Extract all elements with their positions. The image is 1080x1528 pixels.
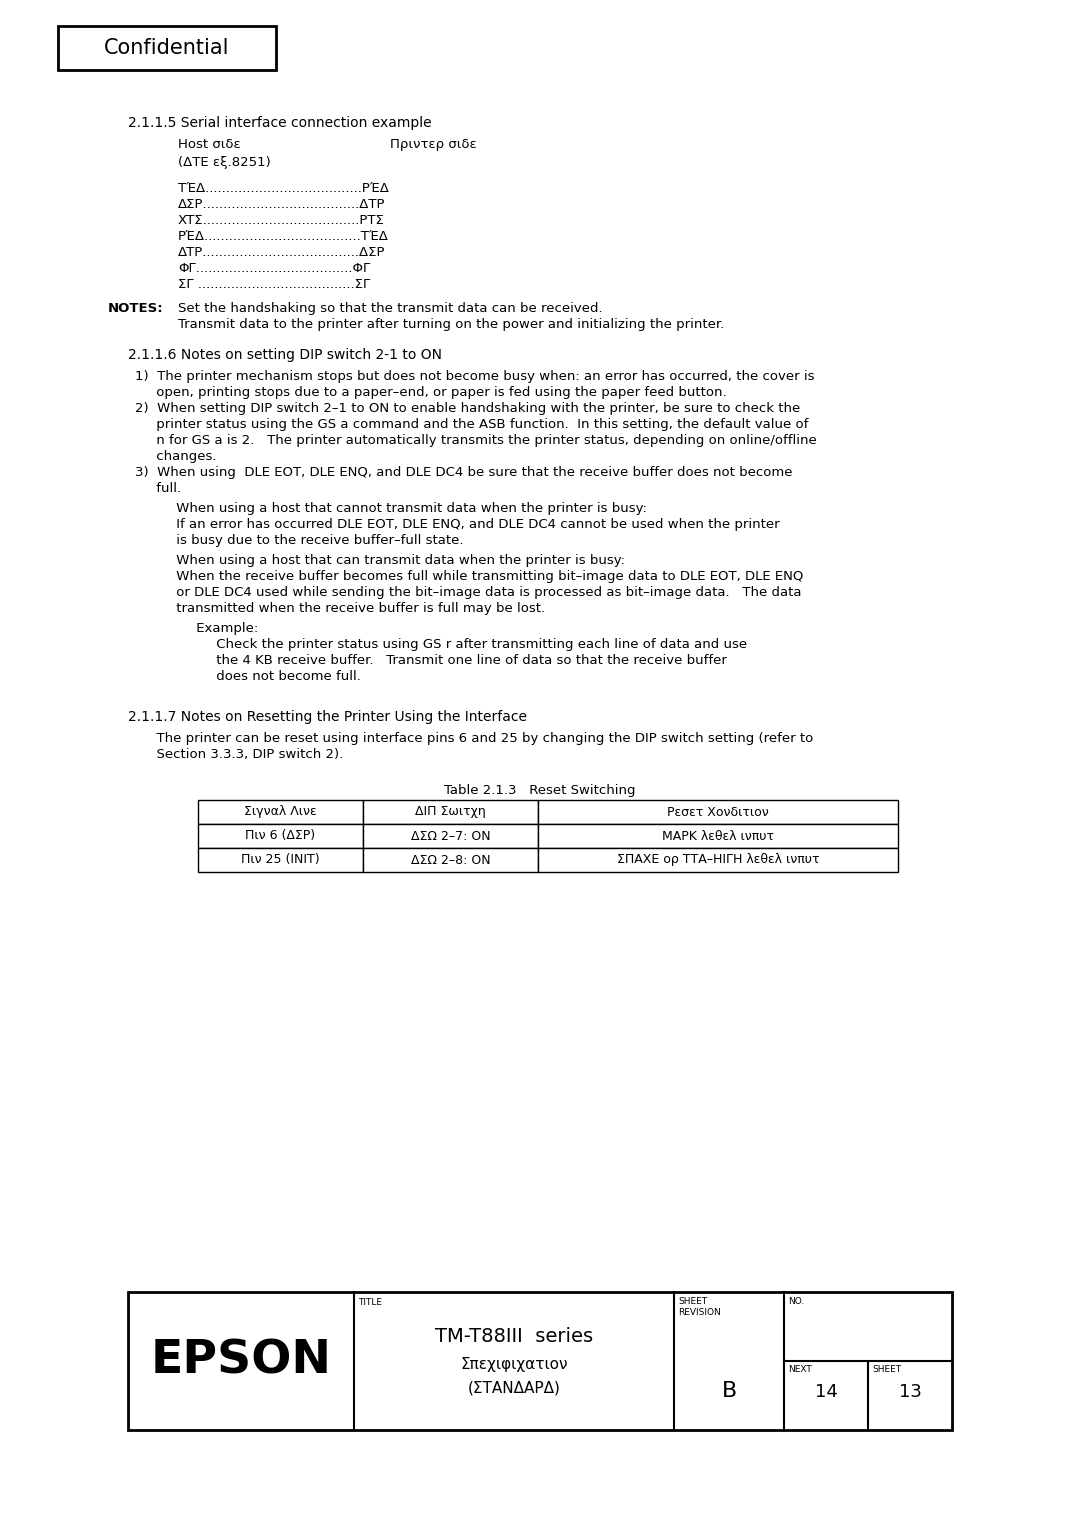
Bar (58, 26, 276, 70)
Text: 2)  When setting DIP switch 2–1 to ON to enable handshaking with the printer, be: 2) When setting DIP switch 2–1 to ON to … (135, 402, 800, 416)
Text: 14: 14 (814, 1383, 837, 1401)
Text: Transmit data to the printer after turning on the power and initializing the pri: Transmit data to the printer after turni… (178, 318, 725, 332)
Text: ΣΠΑΧΕ ορ ΤΤΑ–ΗΙΓΗ λεθελ ινπυτ: ΣΠΑΧΕ ορ ΤΤΑ–ΗΙΓΗ λεθελ ινπυτ (617, 854, 820, 866)
Bar (538, 848, 897, 872)
Text: Πιν 6 (ΔΣΡ): Πιν 6 (ΔΣΡ) (245, 830, 315, 842)
Text: 2.1.1.6 Notes on setting DIP switch 2-1 to ON: 2.1.1.6 Notes on setting DIP switch 2-1 … (129, 348, 442, 362)
Text: Σιγναλ Λινε: Σιγναλ Λινε (244, 805, 316, 819)
Text: REVISION: REVISION (678, 1308, 720, 1317)
Text: (ΣΤΑΝΔΑΡΔ): (ΣΤΑΝΔΑΡΔ) (468, 1380, 561, 1395)
Text: Confidential: Confidential (105, 38, 230, 58)
Text: TM-T88III  series: TM-T88III series (435, 1326, 593, 1346)
Text: ΤΈΔ......................................ΡΈΔ: ΤΈΔ.....................................… (178, 182, 389, 196)
Text: When using a host that can transmit data when the printer is busy:: When using a host that can transmit data… (156, 555, 625, 567)
Text: SHEET: SHEET (678, 1297, 707, 1306)
Text: ΣΓ ......................................ΣΓ: ΣΓ .....................................… (178, 278, 370, 290)
Text: full.: full. (135, 481, 181, 495)
Bar (198, 824, 363, 848)
Bar (363, 848, 538, 872)
Text: does not become full.: does not become full. (195, 669, 361, 683)
Text: transmitted when the receive buffer is full may be lost.: transmitted when the receive buffer is f… (156, 602, 545, 614)
Text: Host σιδε: Host σιδε (178, 138, 241, 151)
Text: is busy due to the receive buffer–full state.: is busy due to the receive buffer–full s… (156, 533, 463, 547)
Bar (129, 1293, 951, 1430)
Text: Σπεχιφιχατιον: Σπεχιφιχατιον (460, 1357, 568, 1372)
Text: or DLE DC4 used while sending the bit–image data is processed as bit–image data.: or DLE DC4 used while sending the bit–im… (156, 587, 801, 599)
Text: TITLE: TITLE (357, 1297, 382, 1306)
Text: EPSON: EPSON (150, 1339, 332, 1383)
Text: printer status using the GS a command and the ASB function.  In this setting, th: printer status using the GS a command an… (135, 419, 808, 431)
Text: B: B (721, 1381, 737, 1401)
Text: Set the handshaking so that the transmit data can be received.: Set the handshaking so that the transmit… (178, 303, 603, 315)
Text: Check the printer status using GS r after transmitting each line of data and use: Check the printer status using GS r afte… (195, 639, 747, 651)
Bar (538, 824, 897, 848)
Text: SHEET: SHEET (872, 1365, 901, 1374)
Text: 2.1.1.5 Serial interface connection example: 2.1.1.5 Serial interface connection exam… (129, 116, 432, 130)
Text: Πιν 25 (INIT): Πιν 25 (INIT) (241, 854, 320, 866)
Text: n for GS a is 2.   The printer automatically transmits the printer status, depen: n for GS a is 2. The printer automatical… (135, 434, 816, 448)
Text: ΜΑΡΚ λεθελ ινπυτ: ΜΑΡΚ λεθελ ινπυτ (662, 830, 774, 842)
Bar (538, 801, 897, 824)
Text: changes.: changes. (135, 451, 216, 463)
Text: When the receive buffer becomes full while transmitting bit–image data to DLE EO: When the receive buffer becomes full whi… (156, 570, 804, 584)
Bar (363, 824, 538, 848)
Text: Example:: Example: (175, 622, 258, 636)
Text: Ρεσετ Χονδιτιον: Ρεσετ Χονδιτιον (667, 805, 769, 819)
Text: 2.1.1.7 Notes on Resetting the Printer Using the Interface: 2.1.1.7 Notes on Resetting the Printer U… (129, 711, 527, 724)
Text: NEXT: NEXT (788, 1365, 812, 1374)
Text: The printer can be reset using interface pins 6 and 25 by changing the DIP switc: The printer can be reset using interface… (148, 732, 813, 746)
Text: 1)  The printer mechanism stops but does not become busy when: an error has occu: 1) The printer mechanism stops but does … (135, 370, 814, 384)
Text: 3)  When using  DLE EOT, DLE ENQ, and DLE DC4 be sure that the receive buffer do: 3) When using DLE EOT, DLE ENQ, and DLE … (135, 466, 793, 478)
Text: Πριντερ σιδε: Πριντερ σιδε (390, 138, 476, 151)
Text: ΦΓ......................................ΦΓ: ΦΓ......................................… (178, 261, 370, 275)
Bar (198, 848, 363, 872)
Text: Section 3.3.3, DIP switch 2).: Section 3.3.3, DIP switch 2). (148, 749, 343, 761)
Text: (ΔΤΕ εξ.8251): (ΔΤΕ εξ.8251) (178, 156, 271, 170)
Text: Table 2.1.3   Reset Switching: Table 2.1.3 Reset Switching (444, 784, 636, 798)
Text: ΔΣΩ 2–7: ON: ΔΣΩ 2–7: ON (410, 830, 490, 842)
Text: ΔΣΡ......................................ΔΤΡ: ΔΣΡ.....................................… (178, 199, 386, 211)
Text: ΔΙΠ Σωιτχη: ΔΙΠ Σωιτχη (415, 805, 486, 819)
Bar (198, 801, 363, 824)
Text: ΧΤΣ......................................ΡΤΣ: ΧΤΣ.....................................… (178, 214, 384, 228)
Bar (363, 801, 538, 824)
Text: open, printing stops due to a paper–end, or paper is fed using the paper feed bu: open, printing stops due to a paper–end,… (135, 387, 727, 399)
Text: ΔΣΩ 2–8: ON: ΔΣΩ 2–8: ON (410, 854, 490, 866)
Text: ΡΈΔ......................................ΤΈΔ: ΡΈΔ.....................................… (178, 231, 389, 243)
Text: 13: 13 (899, 1383, 921, 1401)
Text: the 4 KB receive buffer.   Transmit one line of data so that the receive buffer: the 4 KB receive buffer. Transmit one li… (195, 654, 727, 668)
Text: NO.: NO. (788, 1297, 805, 1306)
Text: NOTES:: NOTES: (108, 303, 164, 315)
Text: ΔΤΡ......................................ΔΣΡ: ΔΤΡ.....................................… (178, 246, 386, 260)
Text: If an error has occurred DLE EOT, DLE ENQ, and DLE DC4 cannot be used when the p: If an error has occurred DLE EOT, DLE EN… (156, 518, 780, 532)
Text: When using a host that cannot transmit data when the printer is busy:: When using a host that cannot transmit d… (156, 503, 647, 515)
